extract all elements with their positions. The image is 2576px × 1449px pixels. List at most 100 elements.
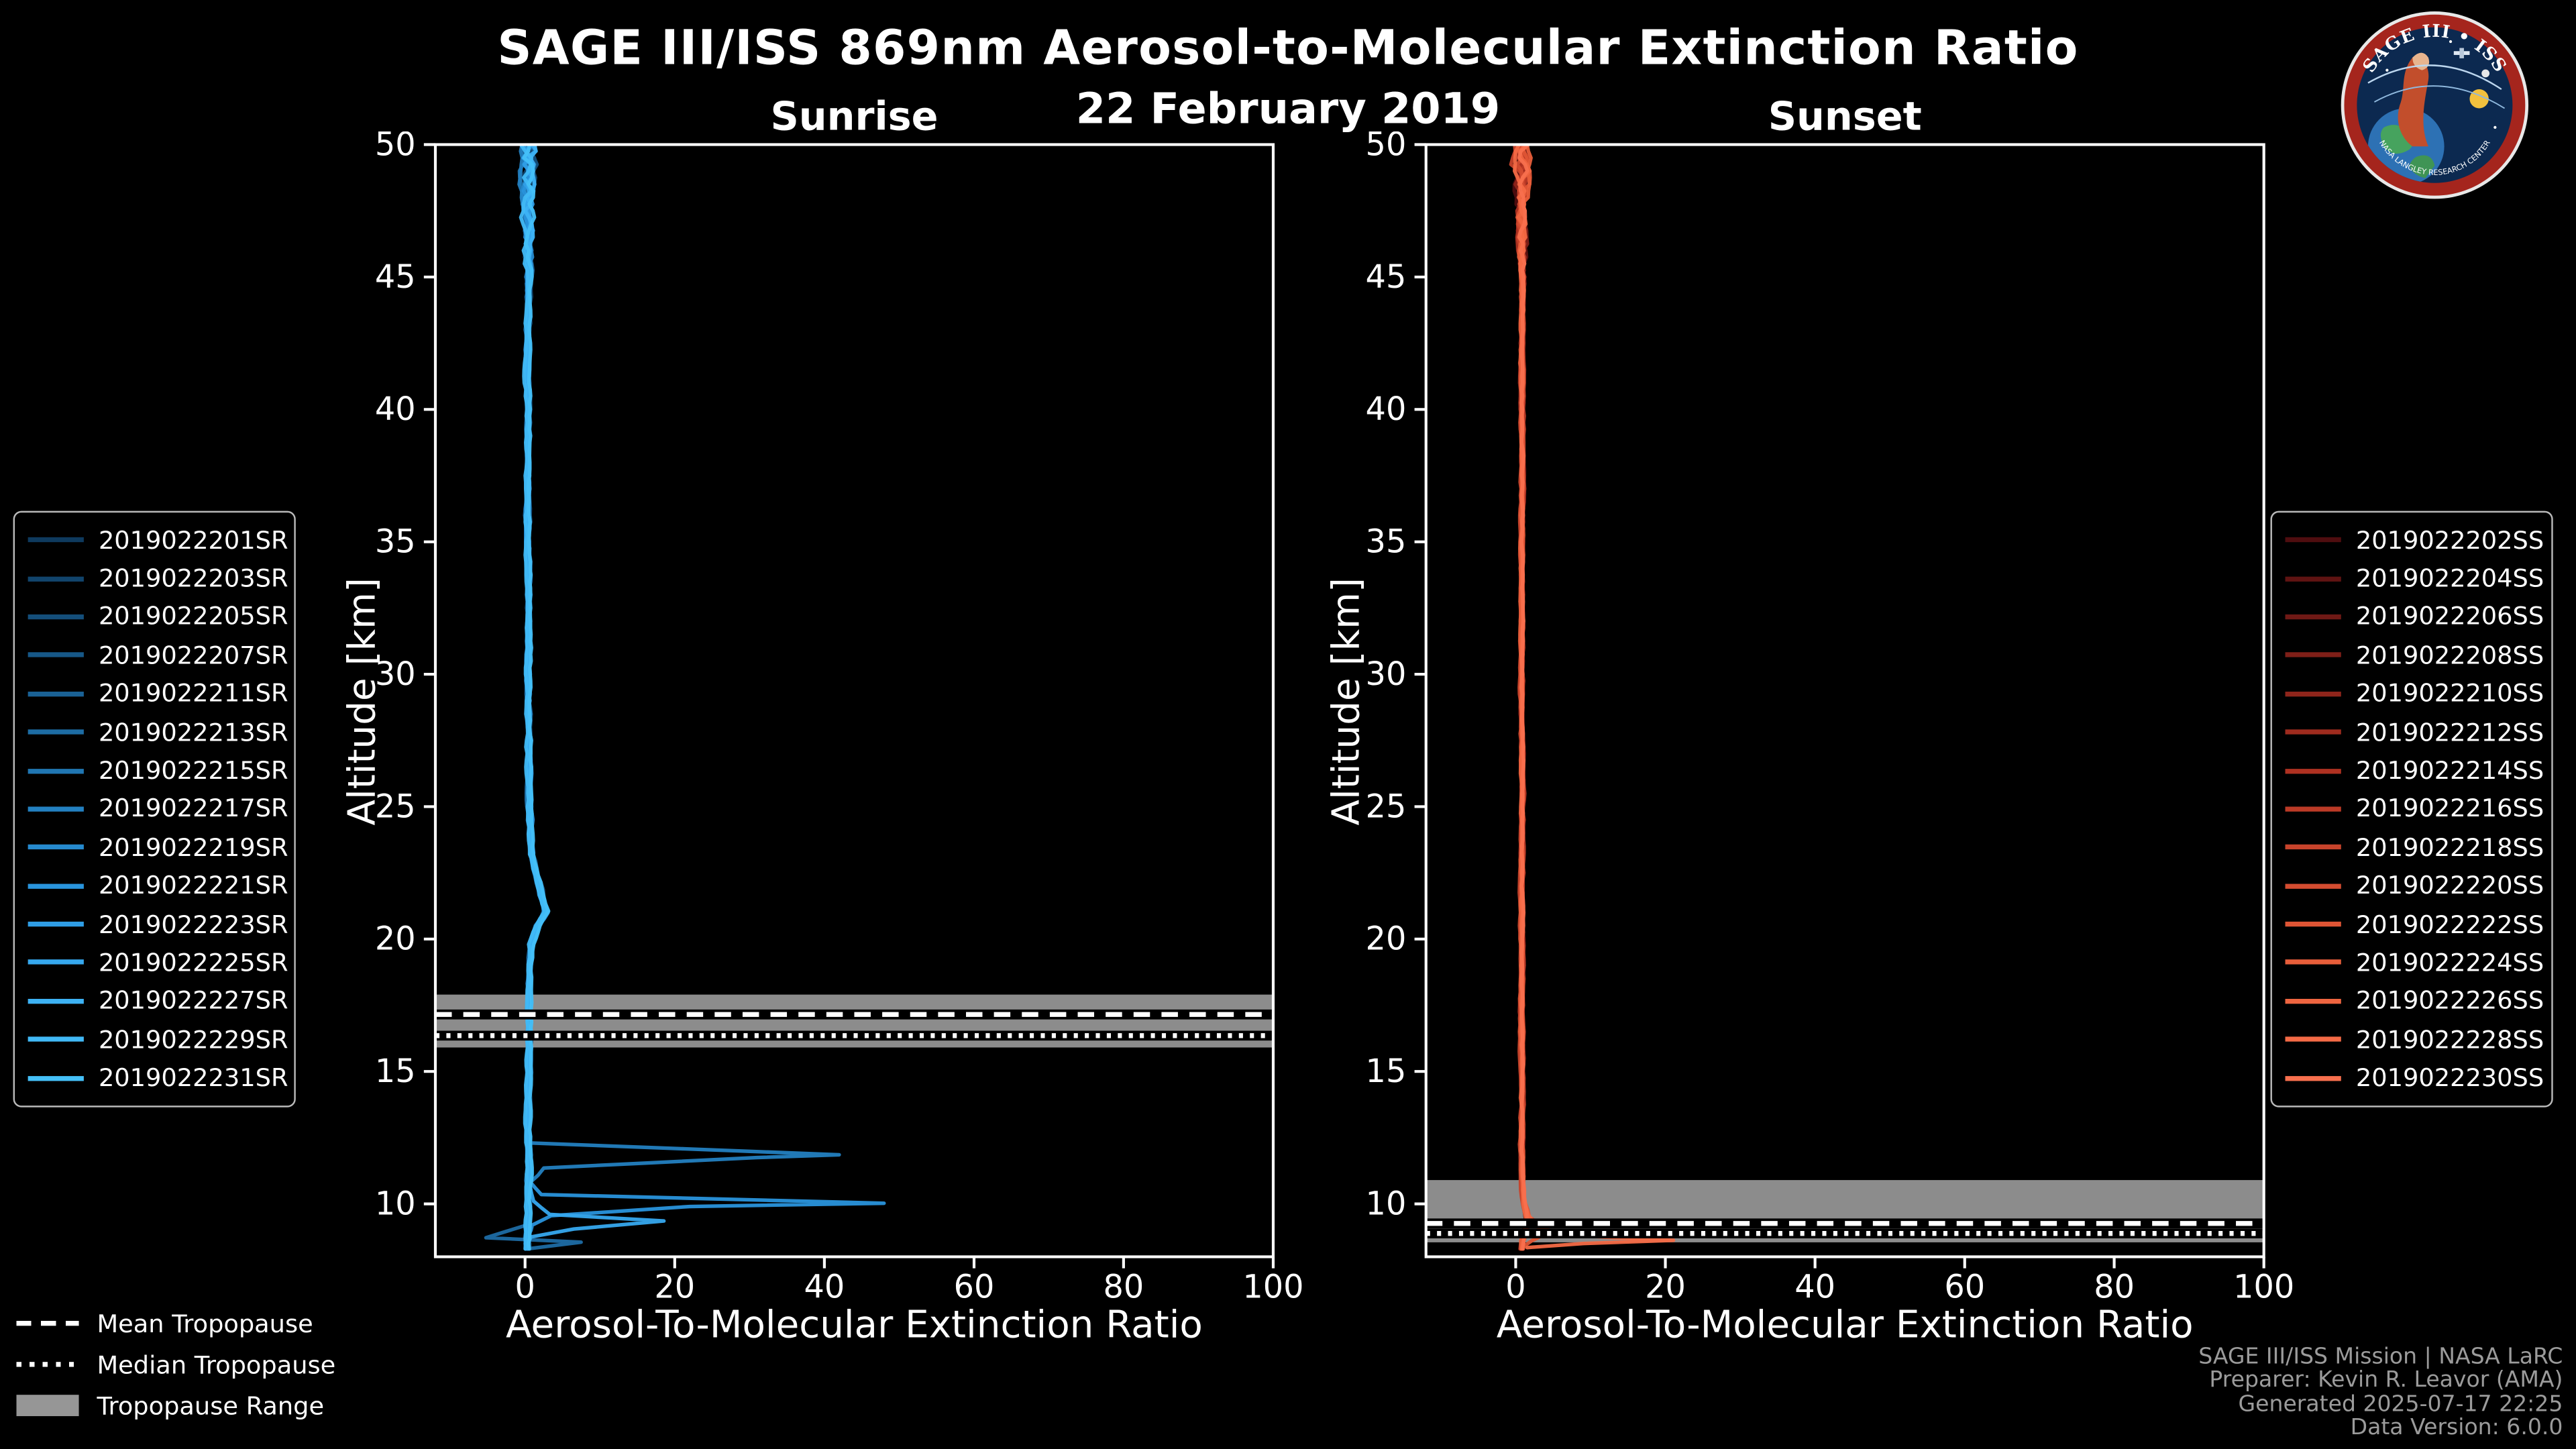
x-tick-label: 40 [804,1269,845,1306]
profile-line-2019022230SS [1517,144,1530,1251]
legend-line-swatch [28,1036,84,1042]
legend-item-2019022227SR: 2019022227SR [28,982,288,1020]
mean-tropopause-label: Mean Tropopause [97,1308,313,1338]
legend-label: 2019022213SR [98,717,288,747]
legend-line-swatch [28,614,84,620]
legend-item-2019022223SR: 2019022223SR [28,905,288,943]
moon-icon [2481,69,2490,78]
star-dot [2385,68,2389,72]
y-tick-label: 30 [375,656,416,693]
y-tick-label: 20 [1366,921,1407,958]
legend-line-swatch [2285,653,2341,658]
legend-label: 2019022219SR [98,833,288,863]
legend-label: 2019022216SS [2355,794,2544,824]
orbit-line [2367,64,2502,91]
profile-line-2019022221SR [521,144,886,1248]
mean-tropopause-legend-item: Mean Tropopause [16,1303,335,1344]
x-tick-label: 100 [1242,1269,1303,1306]
legend-label: 2019022222SS [2355,909,2544,939]
legend-item-2019022221SR: 2019022221SR [28,867,288,905]
legend-label: 2019022202SS [2355,525,2544,555]
legend-item-2019022217SR: 2019022217SR [28,790,288,828]
tropopause-legend: Mean Tropopause Median Tropopause Tropop… [16,1303,335,1426]
legend-label: 2019022207SR [98,640,288,670]
legend-line-swatch [2285,1036,2341,1042]
legend-line-swatch [28,998,84,1004]
legend-item-2019022208SS: 2019022208SS [2285,636,2544,674]
legend-label: 2019022224SS [2355,948,2544,978]
legend-label: 2019022205SR [98,602,288,632]
robed-figure [2398,57,2429,147]
y-tick-label: 40 [375,391,416,428]
x-tick-label: 80 [2094,1269,2135,1306]
legend-label: 2019022230SS [2355,1063,2544,1093]
legend-item-2019022204SS: 2019022204SS [2285,559,2544,598]
legend-line-swatch [2285,614,2341,620]
y-tick-label: 10 [375,1186,416,1223]
legend-label: 2019022212SS [2355,717,2544,747]
legend-label: 2019022218SS [2355,833,2544,863]
panel-title-sunset: Sunset [1768,93,1922,140]
orbit-line [2373,85,2506,109]
legend-item-2019022201SR: 2019022201SR [28,521,288,559]
x-tick-label: 20 [654,1269,695,1306]
legend-label: 2019022231SR [98,1063,288,1093]
legend-line-swatch [28,537,84,543]
profile-line-2019022228SS [1513,144,1676,1250]
legend-label: 2019022227SR [98,986,288,1016]
x-tick-label: 60 [1944,1269,1985,1306]
legend-label: 2019022215SR [98,755,288,786]
y-tick-label: 25 [1366,788,1407,825]
profile-line-2019022225SR [523,144,666,1250]
legend-label: 2019022225SR [98,948,288,978]
y-tick-label: 40 [1366,391,1407,428]
legend-line-swatch [28,653,84,658]
legend-item-2019022214SS: 2019022214SS [2285,751,2544,790]
y-tick-label: 30 [1366,656,1407,693]
legend-item-2019022205SR: 2019022205SR [28,598,288,636]
figure-date-subtitle: 22 February 2019 [1075,85,1501,135]
median-tropopause-legend-item: Median Tropopause [16,1344,335,1385]
x-tick-label: 100 [2233,1269,2294,1306]
dotted-line-swatch [16,1362,79,1367]
credit-generated: Generated 2025-07-17 22:25 [2238,1391,2563,1418]
profile-line-2019022231SR [522,144,551,1251]
sage-iii-iss-logo: SAGE III • ISS NASA LANGLEY RESEARCH CEN… [2341,11,2529,199]
x-tick-label: 20 [1645,1269,1686,1306]
credits-block: SAGE III/ISS Mission | NASA LaRC Prepare… [2198,1345,2563,1441]
x-tick-label: 40 [1794,1269,1835,1306]
legend-line-swatch [2285,1075,2341,1081]
tropopause-range-legend-item: Tropopause Range [16,1385,335,1426]
legend-label: 2019022214SS [2355,755,2544,786]
legend-item-2019022225SR: 2019022225SR [28,943,288,981]
legend-line-swatch [28,691,84,696]
legend-label: 2019022228SS [2355,1024,2544,1055]
earth-continent [2409,155,2435,178]
legend-line-swatch [28,960,84,965]
star-dot [2449,40,2453,44]
x-tick-label: 60 [954,1269,995,1306]
median-tropopause-label: Median Tropopause [97,1349,336,1379]
legend-line-swatch [28,576,84,581]
y-tick-label: 15 [375,1053,416,1090]
x-axis-label-sunset: Aerosol-To-Molecular Extinction Ratio [1496,1304,2194,1348]
y-tick-label: 45 [375,259,416,296]
legend-line-swatch [28,883,84,889]
legend-line-swatch [28,845,84,850]
legend-item-2019022218SS: 2019022218SS [2285,828,2544,867]
legend-label: 2019022206SS [2355,602,2544,632]
legend-label: 2019022211SR [98,679,288,709]
dashed-line-swatch [16,1320,79,1326]
legend-line-swatch [2285,729,2341,735]
legend-label: 2019022226SS [2355,986,2544,1016]
star-dot [2493,125,2497,129]
legend-item-2019022212SS: 2019022212SS [2285,713,2544,751]
sunrise-event-legend: 2019022201SR 2019022203SR 2019022205SR 2019… [13,511,296,1108]
y-tick-label: 25 [375,788,416,825]
panel-title-sunrise: Sunrise [770,93,938,140]
legend-label: 2019022223SR [98,909,288,939]
legend-item-2019022210SS: 2019022210SS [2285,674,2544,712]
legend-line-swatch [2285,922,2341,927]
legend-item-2019022219SR: 2019022219SR [28,828,288,867]
